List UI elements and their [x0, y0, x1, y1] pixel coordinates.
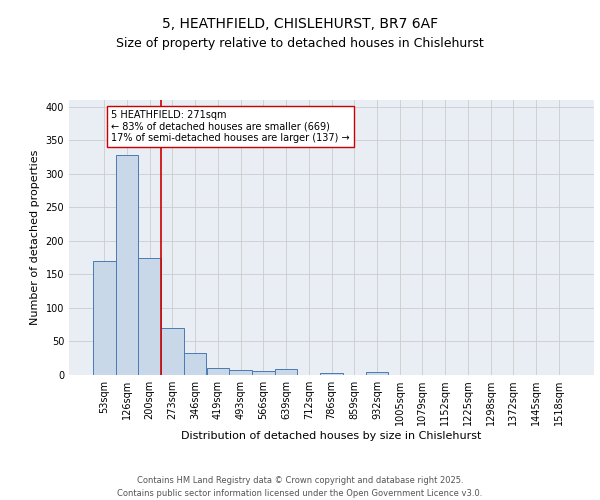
- X-axis label: Distribution of detached houses by size in Chislehurst: Distribution of detached houses by size …: [181, 431, 482, 441]
- Bar: [206, 368, 229, 375]
- Bar: [252, 371, 275, 375]
- Bar: [116, 155, 139, 375]
- Text: Contains HM Land Registry data © Crown copyright and database right 2025.
Contai: Contains HM Land Registry data © Crown c…: [118, 476, 482, 498]
- Text: Size of property relative to detached houses in Chislehurst: Size of property relative to detached ho…: [116, 38, 484, 51]
- Bar: [229, 370, 252, 375]
- Bar: [320, 373, 343, 375]
- Y-axis label: Number of detached properties: Number of detached properties: [30, 150, 40, 325]
- Text: 5, HEATHFIELD, CHISLEHURST, BR7 6AF: 5, HEATHFIELD, CHISLEHURST, BR7 6AF: [162, 18, 438, 32]
- Bar: [275, 369, 298, 375]
- Bar: [365, 372, 388, 375]
- Bar: [93, 261, 116, 375]
- Bar: [139, 258, 161, 375]
- Bar: [184, 353, 206, 375]
- Bar: [161, 328, 184, 375]
- Text: 5 HEATHFIELD: 271sqm
← 83% of detached houses are smaller (669)
17% of semi-deta: 5 HEATHFIELD: 271sqm ← 83% of detached h…: [111, 110, 350, 144]
